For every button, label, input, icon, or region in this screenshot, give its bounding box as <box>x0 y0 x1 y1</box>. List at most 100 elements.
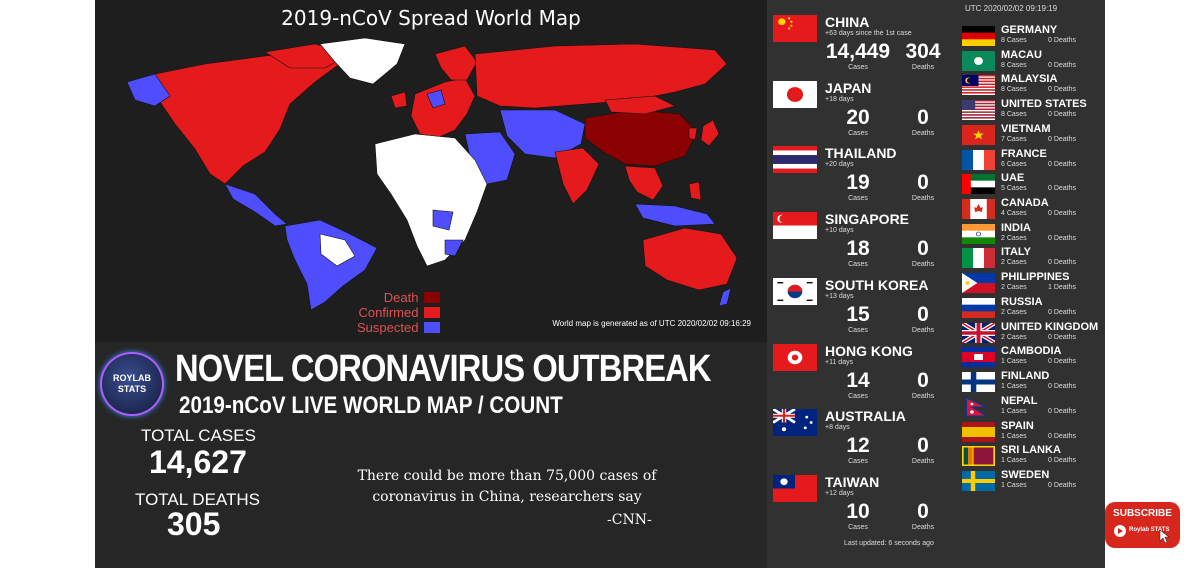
country-row-np: NEPAL 1 Cases 0 Deaths <box>962 395 1102 419</box>
deaths-count: 0 <box>917 499 929 523</box>
deaths-count: 0 Deaths <box>1048 358 1077 366</box>
cases-count: 15 <box>846 302 870 326</box>
cases-count: 14 <box>846 368 870 392</box>
country-card-sg: SINGAPORE +10 days 18 0 Cases Deaths <box>773 211 959 277</box>
deaths-caption: Deaths <box>911 458 935 466</box>
country-stats-panel: UTC 2020/02/02 09:19:19 Last updated: 6 … <box>767 0 1105 568</box>
deaths-count: 0 <box>917 171 929 195</box>
tw-flag-icon <box>773 474 817 502</box>
map-generated-note: World map is generated as of UTC 2020/02… <box>552 319 751 328</box>
cases-caption: Cases <box>848 326 868 334</box>
cases-count: 2 Cases <box>1001 234 1027 242</box>
country-name: MALAYSIA <box>1001 73 1058 86</box>
cases-count: 4 Cases <box>1001 210 1027 218</box>
au-flag-icon <box>773 409 817 437</box>
country-name: FRANCE <box>1001 147 1047 160</box>
country-row-it: ITALY 2 Cases 0 Deaths <box>962 246 1102 270</box>
country-card-tw: TAIWAN +12 days 10 0 Cases Deaths <box>773 474 959 540</box>
subscribe-button[interactable]: SUBSCRIBE Roylab STATS <box>1105 502 1180 548</box>
th-flag-icon <box>773 146 817 174</box>
mo-flag-icon <box>962 50 995 71</box>
legend-suspected: Suspected <box>357 320 441 335</box>
days-since-first-case: +18 days <box>825 95 854 103</box>
country-row-kh: CAMBODIA 1 Cases 0 Deaths <box>962 345 1102 369</box>
cases-count: 2 Cases <box>1001 284 1027 292</box>
cases-count: 1 Cases <box>1001 407 1027 415</box>
deaths-caption: Deaths <box>911 195 935 203</box>
sg-flag-icon <box>773 212 817 240</box>
cases-caption: Cases <box>848 195 868 203</box>
country-row-fi: FINLAND 1 Cases 0 Deaths <box>962 370 1102 394</box>
cases-count: 2 Cases <box>1001 259 1027 267</box>
deaths-count: 0 Deaths <box>1048 234 1077 242</box>
total-cases-value: 14,627 <box>149 444 247 480</box>
country-name: SWEDEN <box>1001 468 1050 481</box>
fr-flag-icon <box>962 149 995 170</box>
legend-suspected-label: Suspected <box>357 320 419 335</box>
country-card-hk: HONG KONG +11 days 14 0 Cases Deaths <box>773 343 959 409</box>
deaths-caption: Deaths <box>911 64 935 71</box>
country-name: GERMANY <box>1001 24 1058 36</box>
country-name: UAE <box>1001 172 1025 185</box>
cases-count: 8 Cases <box>1001 61 1027 69</box>
cases-caption: Cases <box>848 458 868 466</box>
hk-flag-icon <box>773 343 817 371</box>
subheadline: 2019-nCoV LIVE WORLD MAP / COUNT <box>179 392 563 419</box>
country-name: HONG KONG <box>825 342 913 359</box>
deaths-count: 0 Deaths <box>1048 333 1077 341</box>
deaths-count: 0 Deaths <box>1048 61 1077 69</box>
deaths-caption: Deaths <box>911 523 935 531</box>
legend-death: Death <box>357 290 441 305</box>
country-name: JAPAN <box>825 79 872 96</box>
cases-count: 1 Cases <box>1001 358 1027 366</box>
deaths-count: 0 Deaths <box>1048 185 1077 193</box>
country-row-mo: MACAU 8 Cases 0 Deaths <box>962 49 1102 73</box>
cases-count: 6 Cases <box>1001 160 1027 168</box>
cases-count: 12 <box>846 434 870 458</box>
deaths-caption: Deaths <box>911 261 935 269</box>
country-row-se: SWEDEN 1 Cases 0 Deaths <box>962 469 1102 493</box>
country-name: UNITED KINGDOM <box>1001 320 1099 333</box>
deaths-count: 0 Deaths <box>1048 37 1077 44</box>
ae-flag-icon <box>962 174 995 195</box>
cases-count: 20 <box>846 105 870 129</box>
utc-timestamp: UTC 2020/02/02 09:19:19 <box>965 4 1058 13</box>
country-name: FINLAND <box>1001 370 1050 383</box>
deaths-count: 0 Deaths <box>1048 432 1077 440</box>
fi-flag-icon <box>962 372 995 393</box>
deaths-caption: Deaths <box>911 326 935 334</box>
country-name: UNITED STATES <box>1001 98 1087 111</box>
country-row-vn: VIETNAM 7 Cases 0 Deaths <box>962 123 1102 147</box>
country-card-kr: SOUTH KOREA +13 days 15 0 Cases Deaths <box>773 277 959 343</box>
country-name: TAIWAN <box>825 473 880 490</box>
deaths-count: 0 Deaths <box>1048 111 1077 119</box>
ph-flag-icon <box>962 273 995 294</box>
days-since-first-case: +12 days <box>825 489 854 497</box>
country-row-fr: FRANCE 6 Cases 0 Deaths <box>962 148 1102 172</box>
country-name: SINGAPORE <box>825 211 910 228</box>
world-map-panel: 2019-nCoV Spread World Map <box>95 0 767 342</box>
cases-count: 2 Cases <box>1001 308 1027 316</box>
deaths-caption: Deaths <box>911 392 935 400</box>
lk-flag-icon <box>962 446 995 467</box>
country-name: PHILIPPINES <box>1001 271 1070 284</box>
days-since-first-case: +8 days <box>825 424 850 432</box>
days-since-first-case: +11 days <box>825 358 854 366</box>
cases-caption: Cases <box>848 261 868 269</box>
cases-count: 19 <box>846 171 870 195</box>
cases-count: 2 Cases <box>1001 333 1027 341</box>
cases-caption: Cases <box>848 64 868 71</box>
country-card-cn: CHINA +63 days since the 1st case 14,449 30… <box>773 14 959 80</box>
in-flag-icon <box>962 223 995 244</box>
legend-confirmed-label: Confirmed <box>358 305 419 320</box>
country-name: RUSSIA <box>1001 295 1043 308</box>
country-row-lk: SRI LANKA 1 Cases 0 Deaths <box>962 444 1102 468</box>
deaths-count: 0 <box>917 434 929 458</box>
country-row-es: SPAIN 1 Cases 0 Deaths <box>962 420 1102 444</box>
it-flag-icon <box>962 248 995 269</box>
country-row-us: UNITED STATES 8 Cases 0 Deaths <box>962 98 1102 122</box>
cases-count: 1 Cases <box>1001 481 1027 489</box>
my-flag-icon <box>962 75 995 96</box>
legend-suspected-swatch <box>424 322 441 333</box>
country-row-ae: UAE 5 Cases 0 Deaths <box>962 172 1102 196</box>
